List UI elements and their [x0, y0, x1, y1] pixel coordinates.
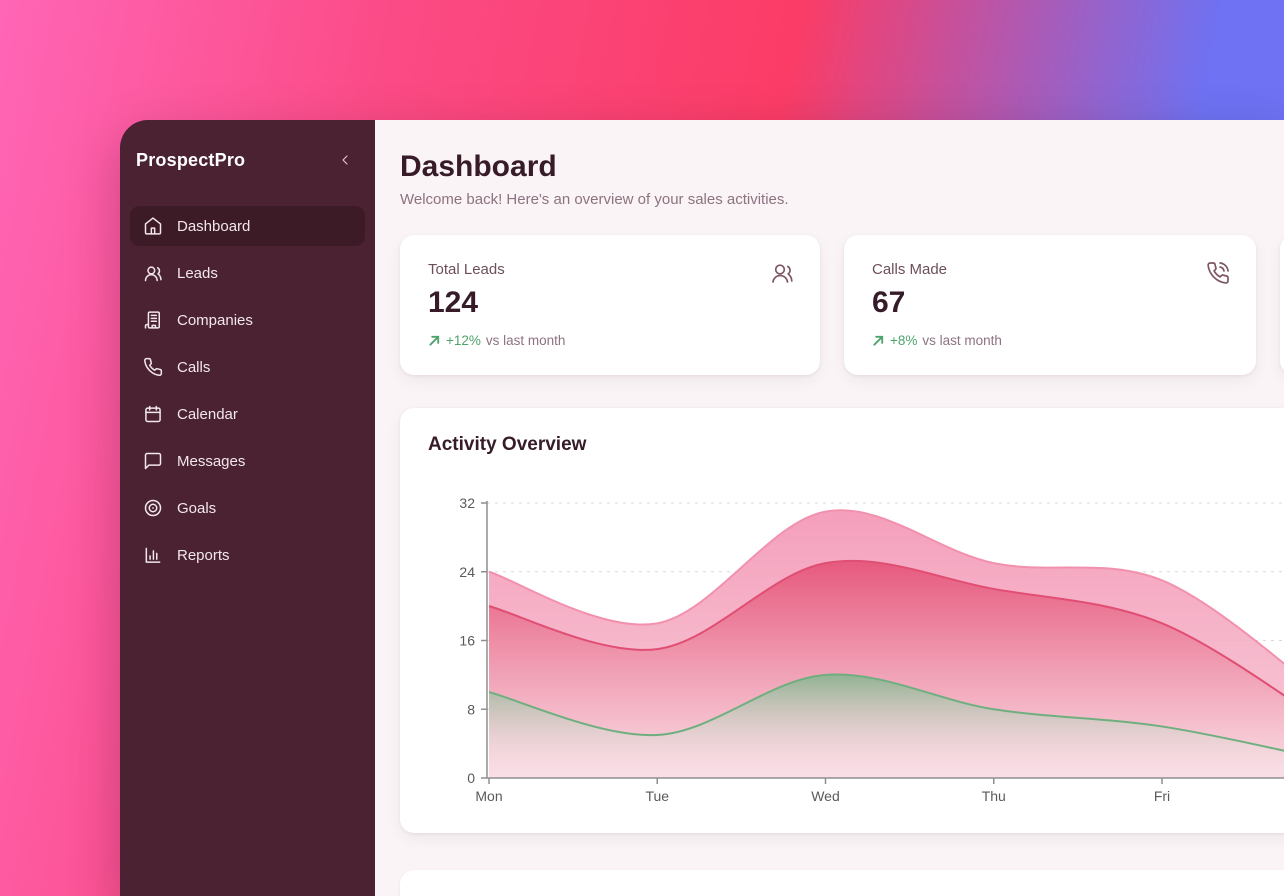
message-icon: [143, 451, 163, 471]
main-content[interactable]: Dashboard Welcome back! Here's an overvi…: [375, 120, 1284, 896]
page-subtitle: Welcome back! Here's an overview of your…: [400, 191, 789, 208]
activity-area-chart: 08162432MonTueWedThuFriSat: [459, 495, 1284, 804]
sidebar-nav: Dashboard Leads Companies Calls: [120, 206, 375, 575]
svg-text:Wed: Wed: [811, 788, 840, 804]
sidebar-item-calendar[interactable]: Calendar: [130, 394, 365, 434]
sidebar-item-messages[interactable]: Messages: [130, 441, 365, 481]
stat-card-partial: [1280, 235, 1284, 375]
sidebar-item-label: Calendar: [177, 405, 238, 423]
trend-text: vs last month: [485, 333, 566, 348]
chart-column-icon: [143, 545, 163, 565]
stat-card-total-leads: Total Leads 124 +12% vs last month: [400, 235, 820, 375]
page-title: Dashboard: [400, 150, 557, 183]
stats-row: Total Leads 124 +12% vs last month Calls…: [400, 235, 1284, 375]
sidebar-item-leads[interactable]: Leads: [130, 253, 365, 293]
stat-label: Calls Made: [872, 261, 948, 278]
svg-text:24: 24: [459, 564, 475, 580]
svg-text:Tue: Tue: [645, 788, 669, 804]
svg-text:Fri: Fri: [1154, 788, 1170, 804]
activity-overview-card: Activity Overview 0 8 16 24 32 Mon Tue Wed Thu Fr…: [400, 408, 1284, 833]
sidebar-item-label: Companies: [177, 311, 253, 329]
calendar-icon: [143, 404, 163, 424]
home-icon: [143, 216, 163, 236]
sidebar-item-label: Goals: [177, 499, 217, 517]
sidebar-item-goals[interactable]: Goals: [130, 488, 365, 528]
users-icon: [143, 263, 163, 283]
building-icon: [143, 310, 163, 330]
chart-title: Activity Overview: [428, 434, 587, 455]
svg-text:Mon: Mon: [475, 788, 502, 804]
sidebar-item-dashboard[interactable]: Dashboard: [130, 206, 365, 246]
trend-delta: +12%: [446, 333, 481, 348]
target-icon: [143, 498, 163, 518]
svg-text:16: 16: [459, 633, 475, 649]
stat-trend: +8% vs last month: [872, 333, 1228, 348]
brand-logo: ProspectPro: [136, 149, 246, 170]
stat-value: 67: [872, 286, 906, 319]
stat-card-calls-made: Calls Made 67 +8% vs last month: [844, 235, 1256, 375]
sidebar-item-calls[interactable]: Calls: [130, 347, 365, 387]
stat-label: Total Leads: [428, 261, 505, 278]
sidebar-item-companies[interactable]: Companies: [130, 300, 365, 340]
sidebar-item-label: Messages: [177, 452, 246, 470]
trend-up-icon: [872, 334, 885, 347]
svg-text:32: 32: [459, 495, 475, 511]
sidebar-item-label: Leads: [177, 264, 218, 282]
users-round-icon: [770, 261, 794, 285]
stat-value: 124: [428, 286, 479, 319]
stat-trend: +12% vs last month: [428, 333, 792, 348]
svg-text:8: 8: [467, 701, 475, 717]
sidebar-item-label: Dashboard: [177, 217, 251, 235]
sidebar: ProspectPro Dashboard Leads: [120, 120, 375, 896]
trend-up-icon: [428, 334, 441, 347]
sidebar-item-label: Reports: [177, 546, 230, 564]
phone-call-icon: [1206, 261, 1230, 285]
sidebar-collapse-button[interactable]: [333, 148, 357, 172]
trend-text: vs last month: [922, 333, 1002, 348]
phone-icon: [143, 357, 163, 377]
svg-text:0: 0: [467, 770, 475, 786]
chevron-left-icon: [337, 152, 353, 168]
sidebar-header: ProspectPro: [120, 120, 375, 172]
svg-text:Thu: Thu: [982, 788, 1006, 804]
next-card-partial: [400, 870, 1284, 896]
app-window: ProspectPro Dashboard Leads: [120, 120, 1284, 896]
sidebar-item-reports[interactable]: Reports: [130, 535, 365, 575]
trend-delta: +8%: [890, 333, 918, 348]
sidebar-item-label: Calls: [177, 358, 211, 376]
